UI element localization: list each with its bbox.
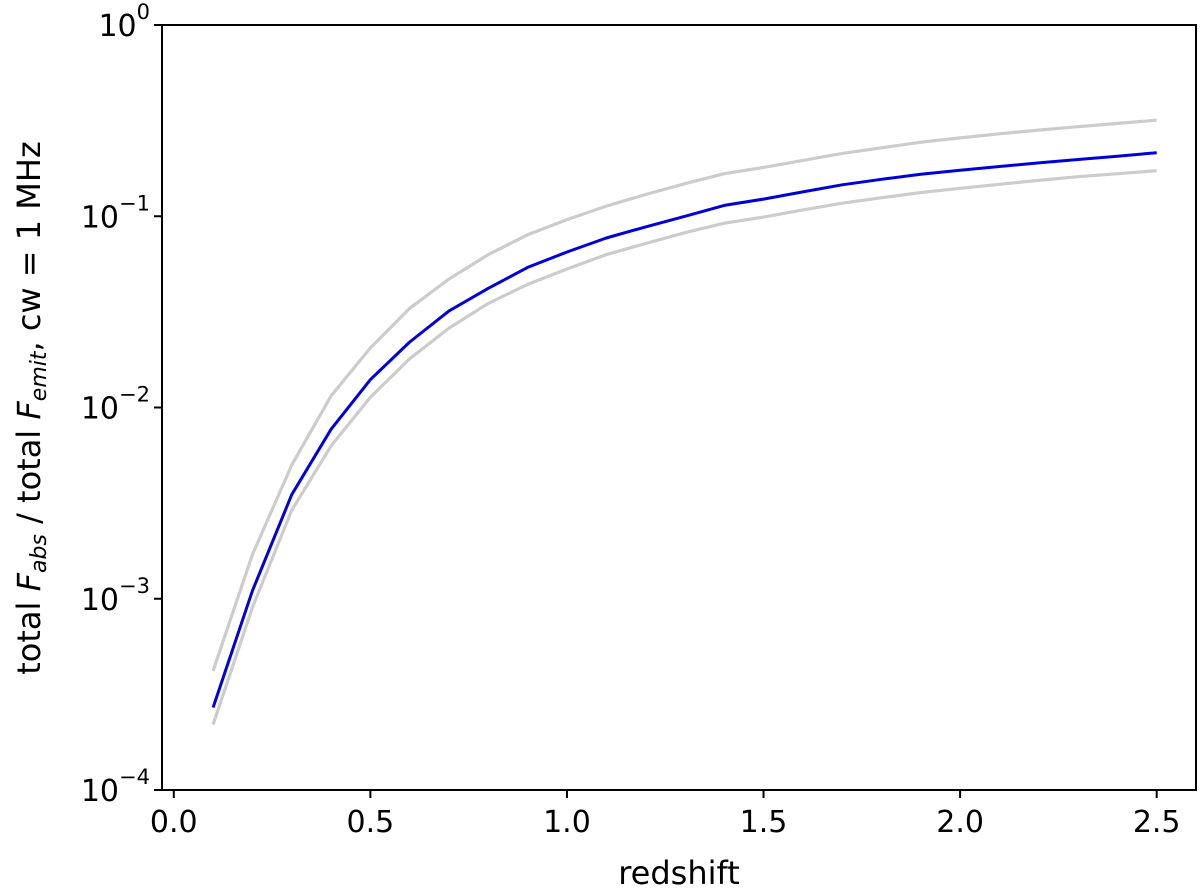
x-tick-label: 2.5 [1133, 805, 1181, 840]
y-tick-exponent: −3 [119, 574, 150, 598]
series-line-upper [211, 118, 1157, 672]
x-tick-label: 2.0 [936, 805, 984, 840]
y-tick-base: 10 [98, 9, 136, 44]
series-lines [211, 118, 1157, 726]
x-tick-label: 0.0 [150, 805, 198, 840]
y-label-subscript-2: emit [27, 350, 52, 401]
y-tick-base: 10 [81, 583, 119, 618]
y-label-subscript-1: abs [27, 534, 52, 573]
y-tick-label: 100 [98, 0, 150, 44]
y-label-symbol-2: F [10, 401, 48, 420]
y-tick-exponent: −1 [119, 191, 150, 215]
series-line-lower [211, 169, 1157, 726]
y-tick-base: 10 [81, 392, 119, 427]
y-tick-label: 10−2 [81, 383, 150, 427]
plot-area [162, 25, 1196, 790]
x-axis-label: redshift [618, 854, 740, 892]
x-tick-label: 0.5 [347, 805, 395, 840]
y-tick-exponent: −4 [119, 765, 150, 789]
y-tick-label: 10−1 [81, 191, 150, 235]
y-label-symbol-1: F [10, 572, 48, 591]
y-tick-base: 10 [81, 200, 119, 235]
y-label-middle: / total [10, 420, 48, 534]
x-axis-ticks: 0.0 0.5 1.0 1.5 2.0 2.5 [150, 790, 1181, 840]
y-label-suffix: , cw = 1 MHz [10, 141, 48, 351]
y-label-prefix: total [10, 591, 48, 674]
y-tick-base: 10 [81, 774, 119, 809]
series-line-central [211, 151, 1157, 708]
y-tick-exponent: −2 [119, 383, 150, 407]
y-tick-label: 10−4 [81, 765, 150, 809]
y-axis-label: total Fabs / total Femit, cw = 1 MHz [10, 141, 52, 675]
y-tick-label: 10−3 [81, 574, 150, 618]
plot-frame [161, 24, 1197, 791]
y-tick-exponent: 0 [137, 0, 150, 24]
x-tick-label: 1.0 [543, 805, 591, 840]
x-tick-label: 1.5 [740, 805, 788, 840]
